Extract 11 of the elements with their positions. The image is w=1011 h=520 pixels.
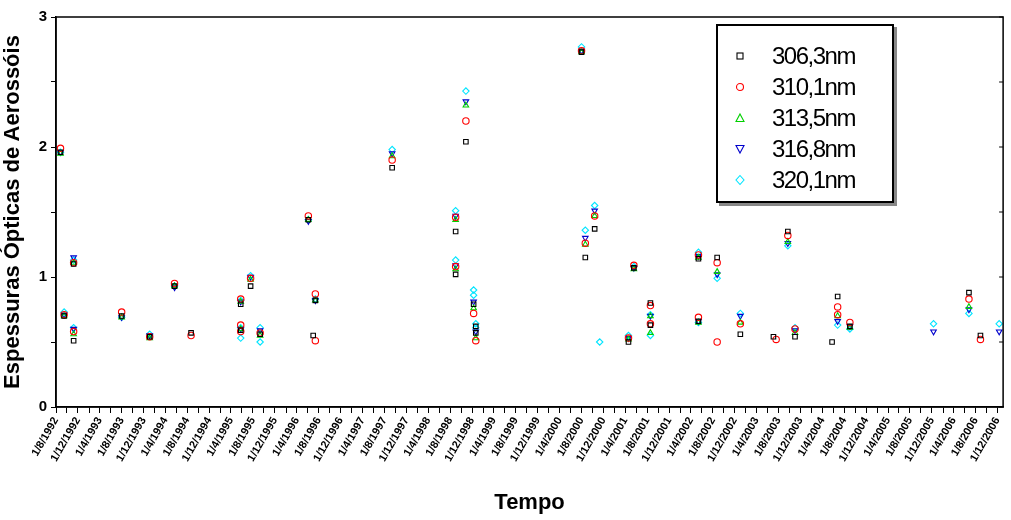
legend-label: 310,1nm [772, 72, 855, 101]
legend-label: 316,8nm [772, 134, 855, 163]
y-tick-label: 2 [38, 137, 47, 155]
y-axis-title: Espessuras Ópticas de Aerossóis [0, 35, 25, 389]
x-axis-title: Tempo [494, 488, 565, 514]
legend-label: 306,3nm [772, 41, 855, 70]
legend-label: 313,5nm [772, 103, 855, 132]
y-tick-label: 3 [38, 7, 47, 25]
legend-label: 320,1nm [772, 165, 855, 194]
y-tick-label: 1 [38, 267, 47, 285]
y-tick-label: 0 [38, 397, 47, 415]
